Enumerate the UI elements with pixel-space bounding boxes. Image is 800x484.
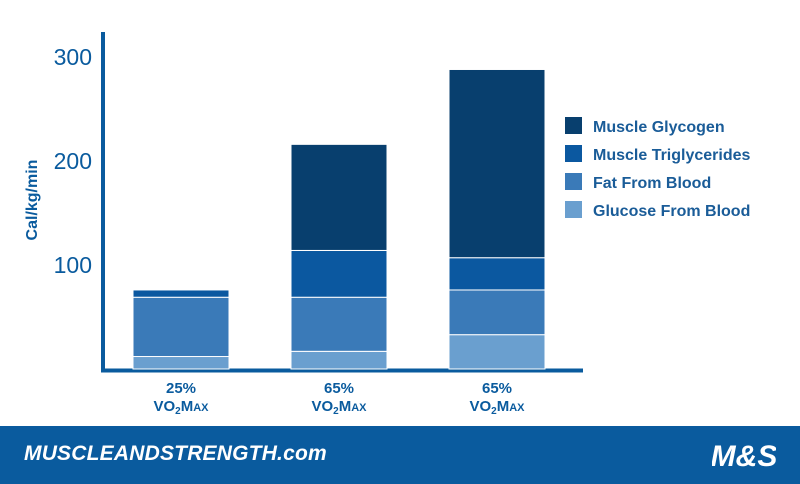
- x-tick-label-vo2max: VO2MAX: [153, 398, 209, 417]
- bar-segment: [132, 289, 230, 298]
- logo-mark: M&S: [712, 440, 776, 473]
- y-tick-label: 300: [54, 44, 92, 70]
- chart: 100200300Cal/kg/min25%VO2MAX65%VO2MAX65%…: [24, 32, 751, 417]
- x-tick-label-vo2max: VO2MAX: [469, 398, 525, 417]
- bar-segment: [448, 257, 546, 291]
- brand-logo: M&S: [712, 440, 776, 473]
- x-tick-label-vo2max: VO2MAX: [311, 398, 367, 417]
- bar-segment: [290, 296, 388, 352]
- legend-label: Glucose From Blood: [593, 203, 750, 220]
- legend-label: Muscle Glycogen: [593, 119, 725, 136]
- site-name[interactable]: MUSCLEANDSTRENGTH.com: [24, 442, 327, 465]
- bar-segment: [290, 350, 388, 370]
- legend-swatch: [565, 145, 582, 162]
- bar-segment: [290, 249, 388, 298]
- y-axis-label: Cal/kg/min: [24, 160, 41, 241]
- bar-segment: [448, 68, 546, 259]
- legend-swatch: [565, 117, 582, 134]
- x-tick-label: 65%: [324, 380, 354, 397]
- legend-swatch: [565, 173, 582, 190]
- legend-swatch: [565, 201, 582, 218]
- bar-segment: [132, 296, 230, 358]
- x-tick-label: 65%: [482, 380, 512, 397]
- bar-segment: [132, 356, 230, 370]
- legend-label: Fat From Blood: [593, 175, 711, 192]
- legend-label: Muscle Triglycerides: [593, 147, 751, 164]
- y-tick-label: 100: [54, 252, 92, 278]
- x-tick-label: 25%: [166, 380, 196, 397]
- footer-banner: MUSCLEANDSTRENGTH.com M&S: [0, 426, 800, 484]
- bar-segment: [448, 334, 546, 370]
- bar-segment: [290, 143, 388, 251]
- bar-segment: [448, 289, 546, 336]
- y-tick-label: 200: [54, 148, 92, 174]
